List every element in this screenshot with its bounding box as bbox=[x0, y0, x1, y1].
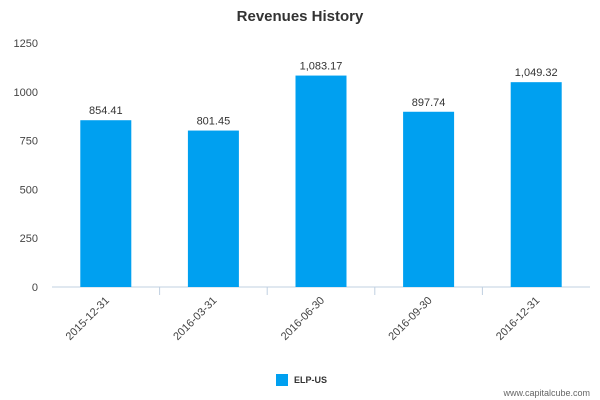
chart-title: Revenues History bbox=[237, 8, 364, 25]
y-tick-label: 500 bbox=[20, 184, 38, 196]
legend-swatch bbox=[276, 374, 288, 386]
bar-2016-12-31[interactable] bbox=[510, 82, 562, 288]
bar-2016-09-30[interactable] bbox=[403, 111, 455, 287]
y-axis: 0 250 500 750 1000 1250 bbox=[14, 38, 38, 294]
y-tick-label: 750 bbox=[20, 136, 38, 148]
data-labels: 854.41 801.45 1,083.17 897.74 1,049.32 bbox=[89, 61, 558, 128]
data-label: 1,083.17 bbox=[300, 61, 343, 73]
x-tick-label: 2016-06-30 bbox=[279, 295, 327, 343]
data-label: 1,049.32 bbox=[515, 67, 558, 79]
bar-2015-12-31[interactable] bbox=[80, 120, 132, 287]
data-label: 801.45 bbox=[197, 116, 231, 128]
x-tick-label: 2016-03-31 bbox=[171, 295, 219, 343]
y-tick-label: 250 bbox=[20, 233, 38, 245]
bars bbox=[80, 75, 562, 288]
x-tick-label: 2016-12-31 bbox=[494, 295, 542, 343]
y-tick-label: 1000 bbox=[14, 87, 38, 99]
y-tick-label: 1250 bbox=[14, 38, 38, 50]
data-label: 897.74 bbox=[412, 97, 446, 109]
x-axis: 2015-12-31 2016-03-31 2016-06-30 2016-09-30… bbox=[64, 287, 542, 343]
legend[interactable]: ELP-US bbox=[276, 374, 327, 386]
y-tick-label: 0 bbox=[32, 282, 38, 294]
x-tick-label: 2016-09-30 bbox=[386, 295, 434, 343]
credit-text: www.capitalcube.com bbox=[502, 388, 590, 398]
bar-2016-06-30[interactable] bbox=[295, 75, 347, 287]
data-label: 854.41 bbox=[89, 105, 123, 117]
bar-2016-03-31[interactable] bbox=[187, 130, 239, 287]
legend-label: ELP-US bbox=[294, 375, 327, 385]
x-tick-label: 2015-12-31 bbox=[64, 295, 112, 343]
